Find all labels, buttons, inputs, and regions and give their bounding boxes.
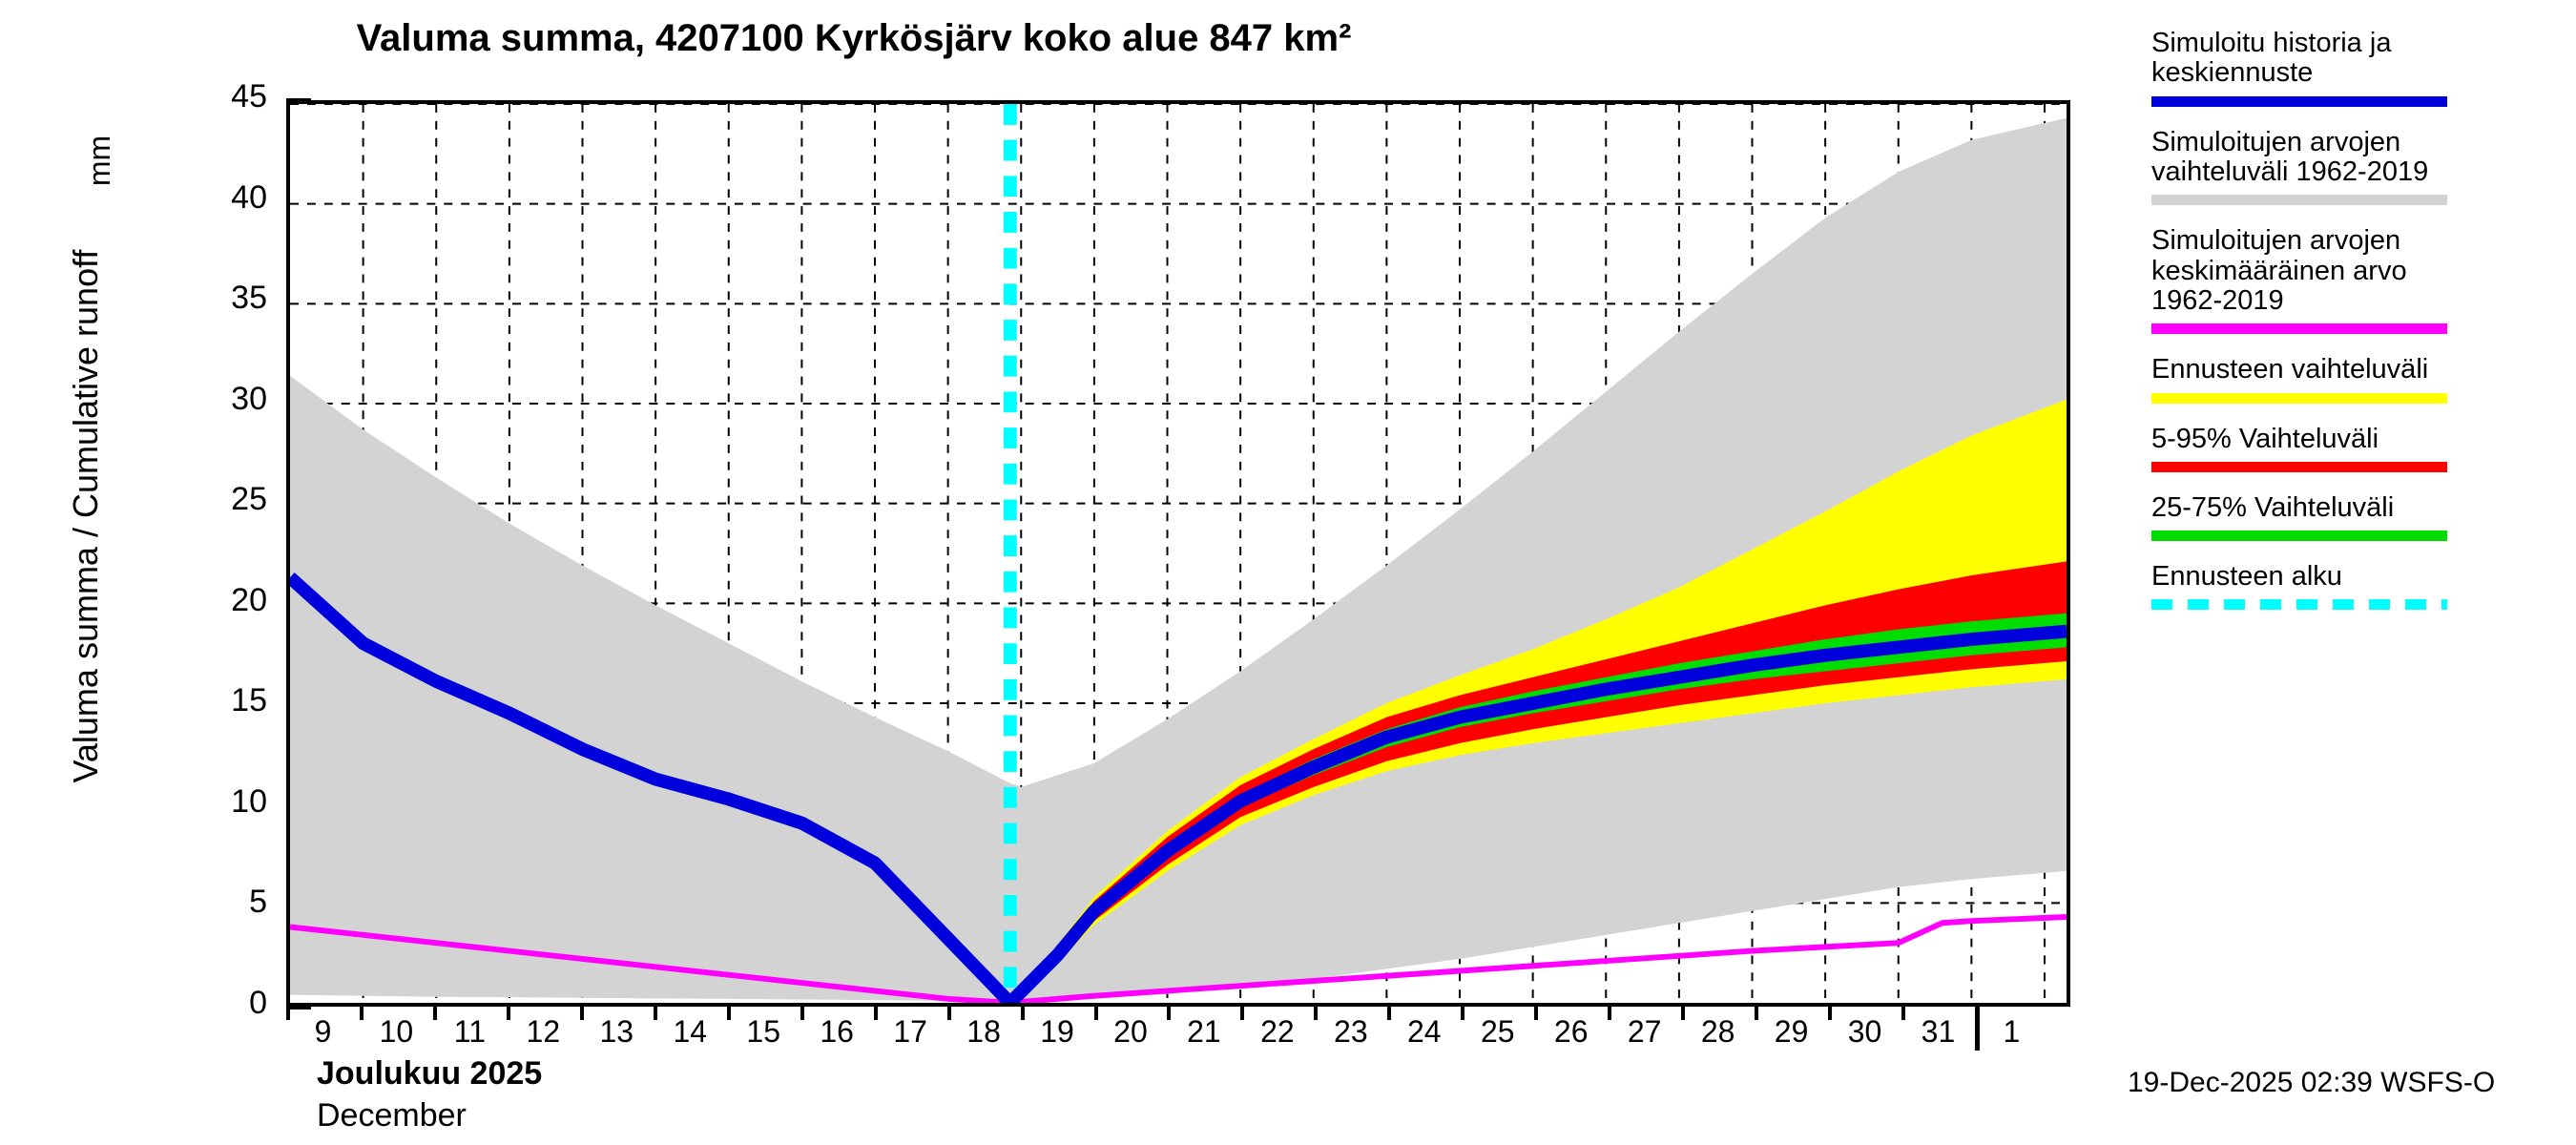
legend-swatch (2151, 195, 2447, 206)
x-tick-label: 26 (1553, 1014, 1589, 1049)
x-tick-label: 23 (1334, 1014, 1368, 1049)
legend-label: Simuloitujen arvojen vaihteluväli 1962-2… (2151, 126, 2429, 187)
x-tick-mark (286, 1007, 290, 1020)
month-boundary-tick (1974, 1007, 1980, 1051)
plot-area (286, 100, 2070, 1007)
x-tick-mark (432, 1007, 437, 1020)
x-tick-label: 22 (1260, 1014, 1295, 1049)
x-tick-mark (800, 1007, 804, 1020)
legend-item-forecast-start[interactable]: Ennusteen alku (2151, 561, 2571, 611)
legend-label: Ennusteen alku (2151, 561, 2342, 593)
y-tick-label: 15 (231, 682, 267, 719)
y-tick-label: 10 (231, 782, 267, 820)
x-tick-mark (579, 1007, 584, 1020)
x-tick-label: 1 (2003, 1014, 2021, 1049)
legend-swatch (2151, 323, 2447, 335)
x-tick-label: 21 (1187, 1014, 1221, 1049)
y-tick-label: 20 (231, 581, 267, 618)
legend-item-simulated-mean-1962-2019[interactable]: Simuloitujen arvojen keskimääräinen arvo… (2151, 225, 2571, 335)
x-tick-mark (1755, 1007, 1759, 1020)
legend-item-simulated-range-1962-2019[interactable]: Simuloitujen arvojen vaihteluväli 1962-2… (2151, 126, 2571, 206)
x-axis-month-label-en: December (317, 1097, 467, 1134)
x-tick-label: 29 (1774, 1014, 1809, 1049)
x-tick-label: 16 (820, 1014, 854, 1049)
x-tick-mark (1093, 1007, 1098, 1020)
x-tick-label: 12 (526, 1014, 561, 1049)
legend-label: Simuloitu historia ja keskiennuste (2151, 28, 2392, 89)
legend-swatch (2151, 95, 2447, 107)
x-tick-mark (506, 1007, 510, 1020)
y-axis-unit-label: mm (82, 135, 117, 187)
x-tick-mark (1314, 1007, 1319, 1020)
line-simulated-history-mean-forecast (290, 572, 2067, 1003)
x-tick-label: 25 (1480, 1014, 1515, 1049)
x-tick-label: 24 (1407, 1014, 1442, 1049)
y-tick-label: 40 (231, 178, 267, 216)
plot-canvas (290, 104, 2067, 1003)
page-title: Valuma summa, 4207100 Kyrkösjärv koko al… (356, 17, 1352, 59)
x-tick-mark (1681, 1007, 1686, 1020)
line-simulated-mean (290, 914, 2067, 1003)
x-tick-mark (1020, 1007, 1025, 1020)
legend-item-forecast-range[interactable]: Ennusteen vaihteluväli (2151, 354, 2571, 404)
x-tick-mark (1387, 1007, 1392, 1020)
x-tick-label: 9 (314, 1014, 332, 1049)
x-tick-label: 13 (599, 1014, 634, 1049)
legend-label: 5-95% Vaihteluväli (2151, 423, 2379, 454)
y-tick-label: 25 (231, 481, 267, 518)
legend-label: Ennusteen vaihteluväli (2151, 354, 2429, 385)
y-tick-label: 5 (249, 884, 267, 921)
y-axis-label: Valuma summa / Cumulative runoff (66, 249, 105, 783)
x-tick-label: 10 (379, 1014, 414, 1049)
y-tick-label: 30 (231, 380, 267, 417)
x-tick-mark (1461, 1007, 1465, 1020)
x-tick-mark (359, 1007, 364, 1020)
x-tick-mark (1240, 1007, 1245, 1020)
x-tick-label: 28 (1700, 1014, 1735, 1049)
x-tick-mark (1534, 1007, 1539, 1020)
y-tick-label: 45 (231, 78, 267, 114)
x-tick-mark (653, 1007, 657, 1020)
y-tick-mark (286, 1005, 311, 1010)
x-tick-mark (1901, 1007, 1905, 1020)
legend-item-range-25-75[interactable]: 25-75% Vaihteluväli (2151, 491, 2571, 542)
legend-item-simulated-history-mean-forecast[interactable]: Simuloitu historia ja keskiennuste (2151, 28, 2571, 107)
band-simulated-range-1962-2019 (290, 117, 2067, 1003)
y-tick-label: 35 (231, 280, 267, 317)
timestamp-stamp: 19-Dec-2025 02:39 WSFS-O (2128, 1067, 2496, 1098)
x-tick-label: 18 (966, 1014, 1001, 1049)
legend-item-range-5-95[interactable]: 5-95% Vaihteluväli (2151, 423, 2571, 472)
y-tick-label: 0 (249, 985, 267, 1021)
x-tick-label: 27 (1627, 1014, 1662, 1049)
x-tick-label: 30 (1847, 1014, 1882, 1049)
x-tick-label: 19 (1040, 1014, 1074, 1049)
legend-swatch (2151, 392, 2447, 404)
x-tick-label: 31 (1921, 1014, 1956, 1049)
legend: Simuloitu historia ja keskiennuste Simulo… (2151, 28, 2571, 631)
x-tick-label: 20 (1113, 1014, 1148, 1049)
x-axis-month-label-fi: Joulukuu 2025 (317, 1055, 543, 1092)
legend-swatch (2151, 461, 2447, 472)
x-tick-mark (946, 1007, 951, 1020)
x-tick-mark (873, 1007, 878, 1020)
legend-label: 25-75% Vaihteluväli (2151, 491, 2395, 523)
legend-swatch (2151, 599, 2447, 611)
legend-swatch (2151, 531, 2447, 542)
x-tick-label: 17 (893, 1014, 927, 1049)
legend-label: Simuloitujen arvojen keskimääräinen arvo… (2151, 225, 2407, 316)
x-tick-mark (1828, 1007, 1833, 1020)
x-tick-mark (1167, 1007, 1172, 1020)
x-tick-mark (726, 1007, 731, 1020)
x-tick-label: 11 (453, 1014, 486, 1049)
x-tick-label: 15 (746, 1014, 780, 1049)
x-tick-label: 14 (673, 1014, 708, 1049)
x-tick-mark (1608, 1007, 1612, 1020)
